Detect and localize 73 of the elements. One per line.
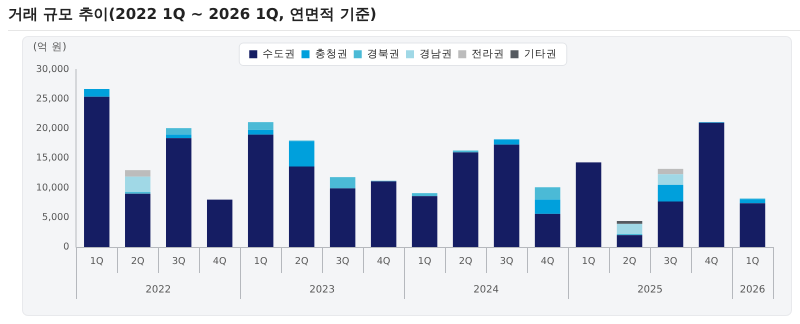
bar — [616, 235, 642, 247]
bar — [330, 188, 356, 247]
bar — [740, 199, 766, 204]
bar — [125, 176, 150, 192]
bar — [534, 214, 560, 247]
text: 2022 — [145, 284, 171, 296]
text: 2025 — [637, 284, 663, 296]
x-tick-label: 4Q — [704, 256, 718, 268]
bar — [698, 122, 724, 247]
x-tick-label: 1Q — [254, 256, 268, 268]
bar — [740, 203, 766, 247]
bar — [248, 134, 274, 247]
bar — [658, 174, 684, 185]
x-tick-label: 3Q — [172, 256, 186, 268]
legend-label: 전라권 — [472, 48, 504, 60]
bar — [452, 152, 478, 247]
x-tick-label: 3Q — [336, 256, 350, 268]
x-tick-label: 3Q — [500, 256, 514, 268]
y-tick-label: 30,000 — [36, 64, 70, 75]
bar — [534, 187, 560, 200]
x-tick-label: 2Q — [458, 256, 472, 268]
x-tick-label: 1Q — [418, 256, 432, 268]
x-tick-label: 2Q — [130, 256, 144, 268]
y-axis-title: (억 원) — [33, 41, 67, 54]
bar — [576, 162, 602, 247]
bar — [288, 141, 314, 167]
y-tick-label: 0 — [63, 241, 70, 252]
bar — [166, 138, 192, 247]
y-tick-label: 15,000 — [36, 152, 70, 164]
bar — [248, 122, 274, 130]
y-tick-label: 10,000 — [36, 182, 70, 194]
bar — [370, 181, 396, 247]
bar — [166, 128, 192, 135]
text: 2026 — [740, 284, 766, 296]
bar — [658, 201, 684, 247]
legend-label: 기타권 — [524, 48, 557, 60]
legend-label: 경남권 — [419, 48, 452, 60]
x-tick-label: 2Q — [294, 256, 308, 268]
x-tick-label: 1Q — [582, 256, 596, 268]
bar — [412, 193, 438, 196]
chart-title: 거래 규모 추이(2022 1Q ~ 2026 1Q, 연면적 기준) — [8, 5, 377, 24]
bar — [125, 194, 150, 247]
x-tick-label: 4Q — [540, 256, 554, 268]
bar — [616, 220, 642, 224]
x-tick-label: 1Q — [746, 256, 760, 268]
bar — [125, 170, 150, 177]
text: 2024 — [473, 284, 499, 296]
x-tick-label: 2Q — [622, 256, 636, 268]
bar — [658, 184, 684, 202]
legend-label: 경북권 — [367, 48, 400, 60]
bar — [658, 168, 684, 174]
y-tick-label: 25,000 — [36, 94, 70, 105]
bar — [494, 144, 520, 247]
y-tick-label: 20,000 — [36, 123, 70, 134]
bar — [616, 224, 642, 234]
legend-label: 충청권 — [314, 48, 348, 60]
y-tick-label: 5,000 — [42, 212, 70, 223]
bar — [412, 196, 438, 247]
bar — [288, 166, 314, 247]
bar — [84, 89, 110, 97]
bar — [534, 200, 560, 214]
bar — [330, 177, 356, 188]
bar — [494, 139, 520, 145]
bar — [166, 134, 192, 138]
x-tick-label: 4Q — [212, 256, 226, 268]
bar — [206, 200, 232, 247]
text: 2023 — [309, 284, 335, 296]
bar — [84, 96, 110, 247]
legend-label: 수도권 — [262, 48, 296, 60]
x-tick-label: 3Q — [664, 256, 678, 268]
x-tick-label: 4Q — [376, 256, 390, 268]
x-tick-label: 1Q — [90, 256, 104, 268]
bar — [248, 130, 274, 135]
